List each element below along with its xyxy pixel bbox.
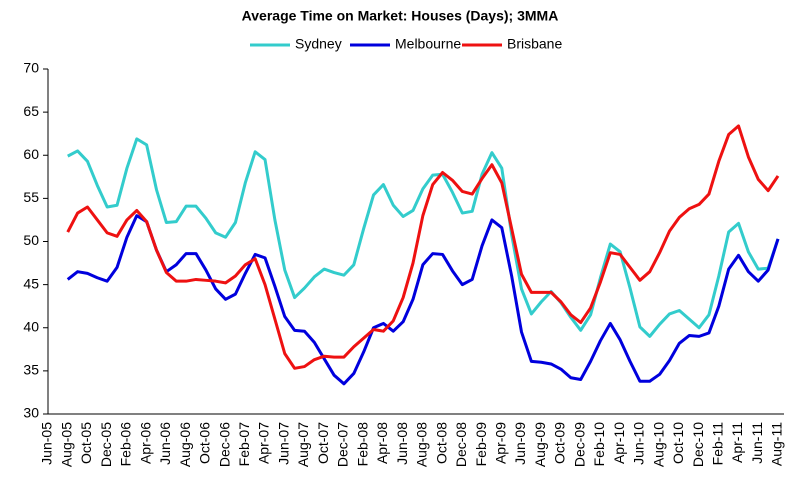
x-tick-label: Feb-11 xyxy=(710,422,726,466)
series-line xyxy=(66,124,780,370)
y-tick-label: 35 xyxy=(23,362,39,378)
y-tick-label: 30 xyxy=(23,405,39,421)
x-tick-label: Aug-11 xyxy=(769,422,785,466)
x-tick-label: Oct-06 xyxy=(197,422,213,464)
x-tick-label: Aug-07 xyxy=(295,422,311,467)
x-tick-label: Jun-11 xyxy=(749,422,765,464)
x-tick-label: Oct-08 xyxy=(433,422,449,464)
x-tick-label: Feb-08 xyxy=(354,422,370,467)
legend-label: Melbourne xyxy=(395,36,461,52)
x-tick-label: Jun-05 xyxy=(39,422,55,465)
x-tick-label: Feb-07 xyxy=(236,422,252,467)
x-tick-label: Aug-08 xyxy=(414,422,430,467)
x-tick-label: Feb-06 xyxy=(118,422,134,467)
y-tick-label: 40 xyxy=(23,318,39,334)
legend-label: Brisbane xyxy=(507,36,562,52)
x-tick-label: Aug-10 xyxy=(650,422,666,467)
y-tick-label: 55 xyxy=(23,189,39,205)
x-tick-label: Jun-09 xyxy=(512,422,528,465)
x-tick-label: Jun-06 xyxy=(157,422,173,465)
chart-title: Average Time on Market: Houses (Days); 3… xyxy=(242,8,559,24)
x-tick-label: Jun-07 xyxy=(275,422,291,465)
y-tick-label: 50 xyxy=(23,232,39,248)
x-tick-label: Aug-09 xyxy=(532,422,548,467)
y-tick-label: 70 xyxy=(23,60,39,76)
x-tick-label: Feb-09 xyxy=(473,422,489,467)
y-tick-label: 65 xyxy=(23,103,39,119)
x-tick-label: Apr-10 xyxy=(611,422,627,464)
x-tick-label: Oct-05 xyxy=(78,422,94,464)
series-line xyxy=(66,214,780,386)
x-tick-label: Apr-09 xyxy=(492,422,508,464)
x-tick-label: Feb-10 xyxy=(591,422,607,467)
x-tick-label: Apr-06 xyxy=(137,422,153,464)
x-tick-label: Dec-07 xyxy=(335,422,351,467)
y-tick-label: 45 xyxy=(23,275,39,291)
x-tick-label: Apr-07 xyxy=(256,422,272,464)
x-tick-label: Dec-05 xyxy=(98,422,114,467)
x-tick-label: Apr-11 xyxy=(729,422,745,463)
x-tick-label: Dec-06 xyxy=(216,422,232,467)
x-tick-label: Aug-06 xyxy=(177,422,193,467)
x-tick-label: Dec-09 xyxy=(571,422,587,467)
series-line xyxy=(67,137,780,338)
x-tick-label: Oct-09 xyxy=(552,422,568,464)
x-tick-label: Oct-10 xyxy=(670,422,686,464)
x-tick-label: Dec-08 xyxy=(453,422,469,467)
x-tick-label: Dec-10 xyxy=(690,422,706,467)
y-tick-label: 60 xyxy=(23,146,39,162)
x-tick-label: Jun-10 xyxy=(631,422,647,465)
x-tick-label: Jun-08 xyxy=(394,422,410,465)
x-tick-label: Oct-07 xyxy=(315,422,331,464)
x-tick-label: Apr-08 xyxy=(374,422,390,464)
legend-label: Sydney xyxy=(295,36,342,52)
x-tick-label: Aug-05 xyxy=(58,422,74,467)
